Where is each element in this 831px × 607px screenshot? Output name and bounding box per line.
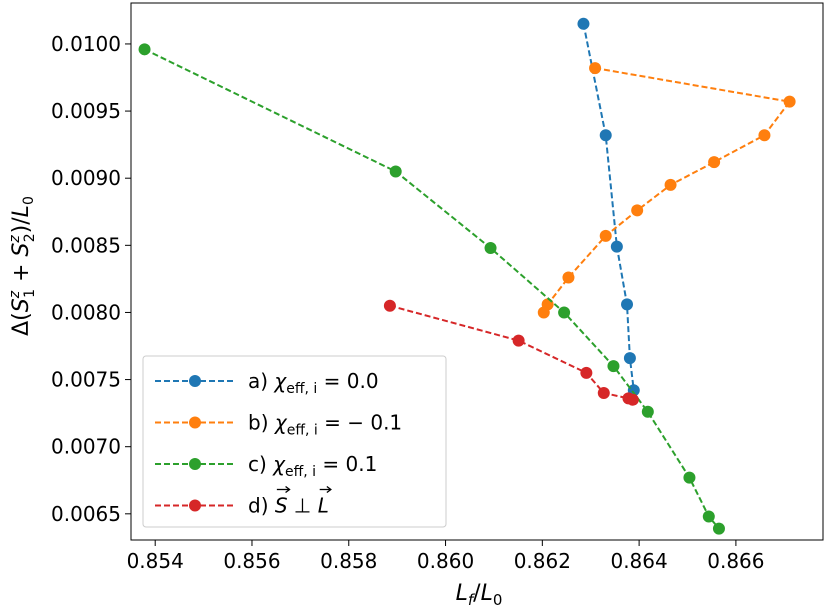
- y-tick-label: 0.0095: [51, 99, 121, 123]
- legend-marker: [189, 375, 201, 387]
- data-point: [537, 306, 550, 319]
- data-point: [512, 334, 525, 347]
- legend-label: d) S ⊥ L: [248, 494, 329, 518]
- series-line: [542, 67, 792, 313]
- data-point: [621, 298, 634, 311]
- y-tick-label: 0.0090: [51, 166, 121, 190]
- data-point: [580, 366, 593, 379]
- data-point: [599, 229, 612, 242]
- data-point: [683, 471, 696, 484]
- legend-box: [142, 355, 447, 528]
- x-axis-label: Lf/L0: [456, 581, 503, 607]
- x-tick-label: 0.866: [707, 549, 764, 573]
- data-point: [626, 393, 639, 406]
- y-axis-label: Δ(Sz1 + Sz2)/L0: [7, 196, 38, 336]
- series-d: [383, 299, 639, 406]
- legend-label: b) χeff, i = − 0.1: [248, 411, 402, 439]
- x-tick-label: 0.862: [514, 549, 571, 573]
- x-tick-label: 0.860: [417, 549, 474, 573]
- data-point: [589, 62, 602, 75]
- data-point: [610, 240, 623, 253]
- x-axis: 0.854 0.856 0.858 0.860 0.862 0.864 0.866: [127, 540, 765, 573]
- plot-frame: [130, 2, 824, 541]
- data-point: [562, 271, 575, 284]
- x-tick-label: 0.856: [223, 549, 280, 573]
- x-tick-label: 0.858: [320, 549, 377, 573]
- legend-label: a) χeff, i = 0.0: [248, 369, 379, 397]
- data-point: [607, 360, 620, 373]
- legend-entry-b: b) χeff, i = − 0.1: [155, 411, 402, 439]
- legend-marker: [189, 416, 201, 429]
- data-point: [389, 165, 402, 178]
- legend-marker: [189, 458, 201, 470]
- series-c: [138, 43, 725, 535]
- y-tick-label: 0.0075: [51, 368, 121, 392]
- legend-entry-c: c) χeff, i = 0.1: [155, 452, 377, 480]
- x-tick-label: 0.864: [610, 549, 667, 573]
- vector-arrowhead: [285, 485, 291, 494]
- data-point: [558, 306, 571, 319]
- data-point: [758, 129, 771, 142]
- y-tick-label: 0.0080: [51, 300, 121, 324]
- legend-entry-a: a) χeff, i = 0.0: [155, 369, 379, 397]
- data-point: [623, 352, 636, 365]
- x-tick-label: 0.854: [127, 549, 184, 573]
- y-axis: 0.0065 0.0070 0.0075 0.0080 0.0085 0.0090 0.00…: [51, 32, 131, 526]
- data-point: [708, 156, 721, 169]
- series-layer: [138, 17, 796, 535]
- legend-marker: [189, 499, 201, 512]
- y-tick-label: 0.0065: [51, 502, 121, 526]
- data-point: [599, 129, 612, 142]
- vector-arrowhead: [326, 485, 332, 494]
- y-tick-label: 0.0070: [51, 435, 121, 459]
- data-point: [712, 522, 725, 535]
- y-tick-label: 0.0100: [51, 32, 121, 56]
- data-point: [597, 386, 610, 399]
- data-point: [138, 43, 151, 56]
- data-point: [783, 95, 796, 108]
- data-point: [631, 204, 644, 217]
- legend-entry-d: d) S ⊥ L: [155, 485, 332, 518]
- data-point: [484, 242, 497, 255]
- data-point: [383, 299, 396, 312]
- legend-label: c) χeff, i = 0.1: [248, 452, 377, 480]
- data-point: [664, 178, 677, 191]
- legend: a) χeff, i = 0.0 b) χeff, i = − 0.1 c) χef…: [142, 355, 447, 528]
- y-tick-label: 0.0085: [51, 233, 121, 257]
- data-point: [702, 510, 715, 523]
- data-point: [577, 17, 590, 30]
- data-point: [641, 405, 654, 418]
